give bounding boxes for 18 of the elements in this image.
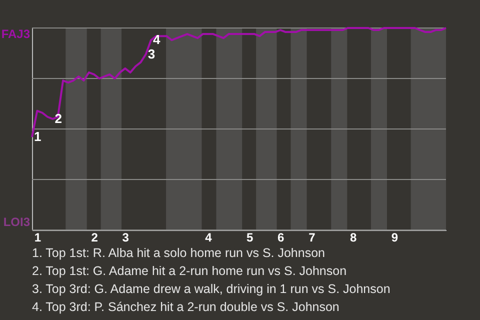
x-tick-label: 8 — [350, 230, 358, 244]
text: LOI3 — [3, 215, 30, 229]
x-tick-label: 5 — [246, 230, 254, 244]
x-tick-label: 6 — [278, 230, 285, 244]
text: 2. Top 1st: G. Adame hit a 2-run home run vs S. Johnson — [32, 263, 348, 280]
x-tick-label: 3 — [122, 230, 130, 244]
x-tick-label: 2 — [91, 230, 98, 244]
annotation: 3 — [148, 46, 156, 62]
annotation: 1 — [34, 129, 42, 144]
annotation: 4 — [153, 32, 162, 48]
x-tick-label: 4 — [205, 230, 212, 244]
text: FAJ3 — [1, 27, 30, 41]
x-tick-label: 1 — [34, 230, 42, 244]
text: 3. Top 3rd: G. Adame drew a walk, driving in 1 run vs S. Johnson — [32, 281, 390, 298]
x-tick-label: 7 — [308, 230, 316, 244]
text: 1. Top 1st: R. Alba hit a solo home run vs S. Johnson — [32, 245, 326, 262]
x-tick-label: 9 — [391, 230, 398, 244]
text: 4. Top 3rd: P. Sánchez hit a 2-run double vs S. Johnson — [32, 299, 340, 316]
